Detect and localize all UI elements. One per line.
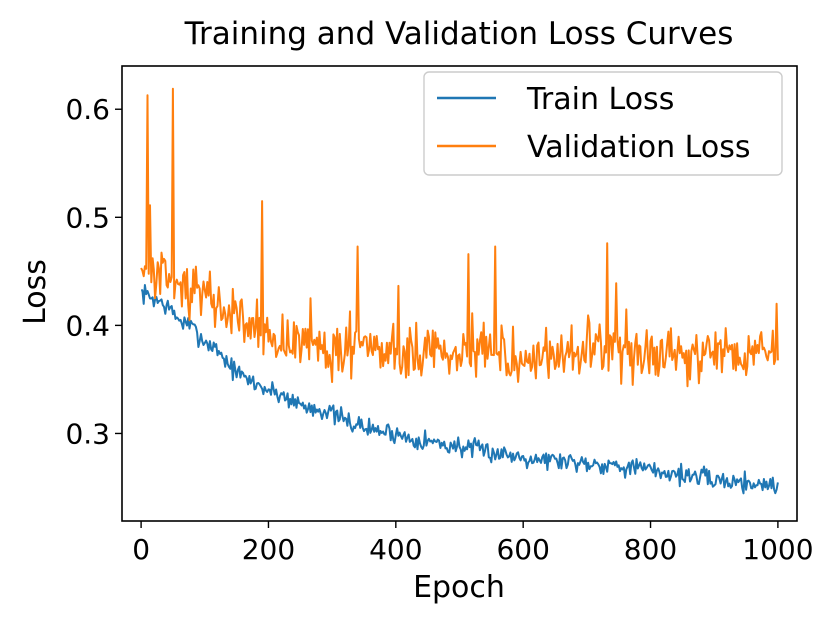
y-tick-label: 0.4 [65,309,110,342]
chart-title: Training and Validation Loss Curves [184,16,734,52]
x-tick-label: 200 [242,533,295,566]
y-axis-label: Loss [18,259,53,325]
x-axis: 0 200 400 600 800 1000 [132,521,814,566]
x-tick-label: 800 [624,533,677,566]
series-line-train-loss [141,284,779,495]
x-tick-label: 1000 [742,533,813,566]
legend-box [423,71,783,176]
legend: Train Loss Validation Loss [423,71,783,176]
legend-label-train-loss: Train Loss [526,82,674,117]
legend-label-validation-loss: Validation Loss [527,130,750,165]
series-layer [140,87,779,495]
x-axis-label: Epoch [413,570,505,605]
y-tick-label: 0.6 [65,93,110,126]
x-tick-label: 600 [496,533,549,566]
y-tick-label: 0.3 [65,417,110,450]
x-tick-label: 0 [132,533,150,566]
series-line-validation-loss [140,87,779,388]
x-tick-label: 400 [369,533,422,566]
plot-frame [121,65,798,522]
y-tick-label: 0.5 [65,201,110,234]
y-axis: 0.3 0.4 0.5 0.6 [65,93,122,450]
